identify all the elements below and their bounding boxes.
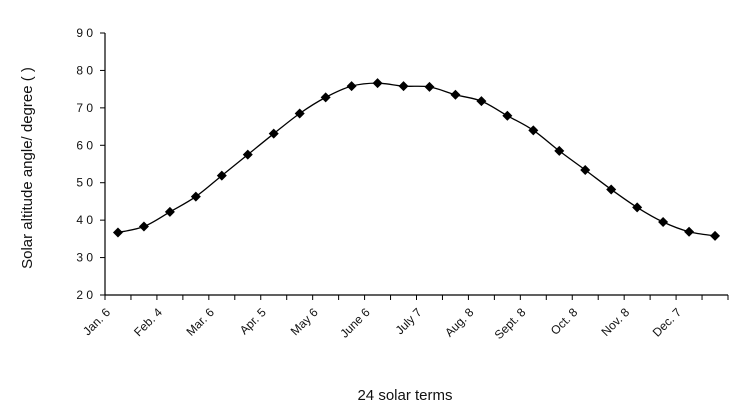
data-point-marker — [424, 81, 435, 92]
data-point-marker — [346, 81, 357, 92]
data-point-marker — [450, 89, 461, 100]
x-tick-label: Jan. 6 — [80, 305, 113, 338]
x-tick-label: Feb. 4 — [131, 305, 165, 339]
y-ticks: 2 0 3 0 4 0 5 0 6 0 7 0 8 0 9 0 — [76, 26, 105, 302]
x-ticks: Jan. 6 Feb. 4 Mar. 6 Apr. 5 May 6 June 6 July … — [80, 295, 729, 342]
data-point-marker — [710, 230, 721, 241]
data-point-marker — [138, 221, 149, 232]
data-point-marker — [528, 125, 539, 136]
y-tick-label: 7 0 — [76, 101, 93, 115]
x-axis-title: 24 solar terms — [357, 387, 452, 404]
data-point-marker — [216, 170, 227, 181]
series-group — [112, 78, 721, 241]
data-point-marker — [372, 78, 383, 89]
y-tick-label: 8 0 — [76, 63, 93, 77]
y-axis-title: Solar altitude angle/ degree ( ) — [19, 67, 36, 269]
x-tick-label: Mar. 6 — [183, 305, 217, 339]
y-axis-title-group: Solar altitude angle/ degree ( ) — [19, 67, 36, 269]
data-point-marker — [164, 206, 175, 217]
data-point-marker — [268, 128, 279, 139]
data-point-marker — [294, 108, 305, 119]
data-point-marker — [554, 145, 565, 156]
data-point-marker — [684, 226, 695, 237]
y-tick-label: 5 0 — [76, 176, 93, 190]
data-point-marker — [632, 202, 643, 213]
x-tick-label: Dec. 7 — [650, 305, 685, 340]
y-tick-label: 2 0 — [76, 288, 93, 302]
data-point-marker — [190, 191, 201, 202]
data-point-marker — [476, 96, 487, 107]
x-tick-label: July 7 — [393, 305, 425, 337]
data-point-marker — [242, 149, 253, 160]
data-point-marker — [606, 184, 617, 195]
x-tick-label: Sept. 8 — [492, 305, 529, 342]
series-line — [117, 82, 716, 237]
y-tick-label: 3 0 — [76, 251, 93, 265]
data-point-marker — [320, 92, 331, 103]
x-tick-label: May 6 — [288, 305, 321, 338]
data-point-marker — [502, 110, 513, 121]
axes — [104, 33, 728, 296]
x-tick-label: Nov. 8 — [598, 305, 632, 339]
data-point-marker — [112, 227, 123, 238]
y-tick-label: 4 0 — [76, 213, 93, 227]
x-tick-label: Aug. 8 — [442, 305, 477, 340]
y-tick-label: 9 0 — [76, 26, 93, 40]
x-tick-label: Oct. 8 — [548, 305, 581, 338]
data-point-marker — [580, 164, 591, 175]
x-tick-label: June 6 — [337, 305, 373, 341]
data-point-marker — [658, 217, 669, 228]
x-tick-label: Apr. 5 — [237, 305, 269, 337]
data-point-marker — [398, 81, 409, 92]
y-tick-label: 6 0 — [76, 138, 93, 152]
